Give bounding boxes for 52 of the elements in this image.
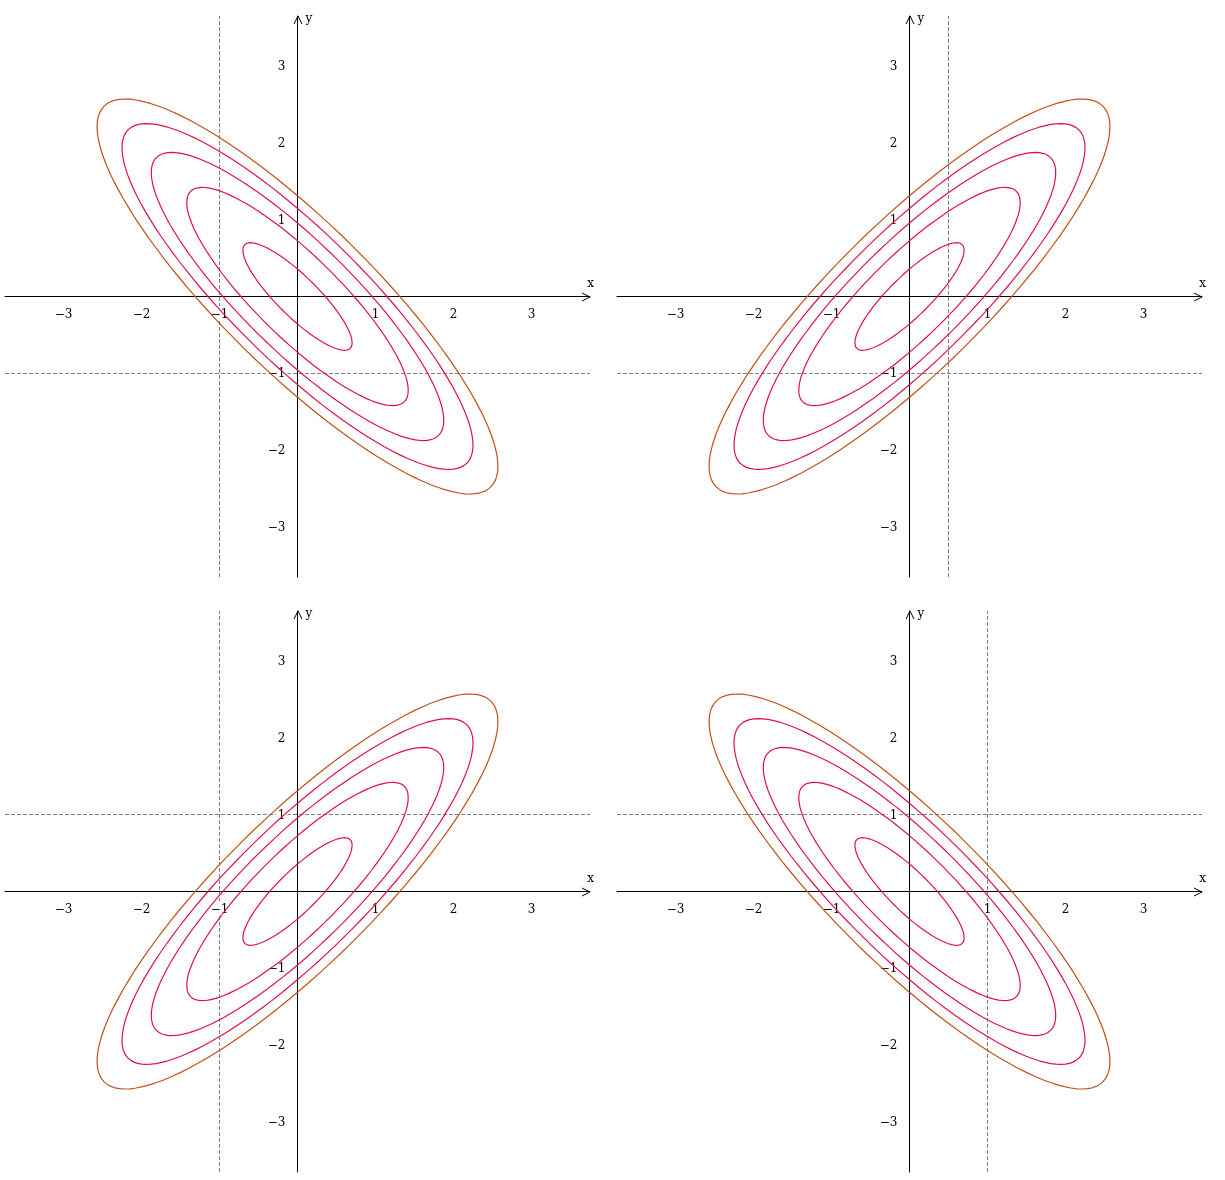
x-tick-label: 2	[449, 901, 458, 916]
x-tick-label: 2	[1061, 306, 1070, 321]
y-axis-title: y	[916, 606, 925, 620]
x-tick-label: −2	[132, 306, 151, 321]
x-tick-label: −2	[744, 901, 763, 916]
y-tick-label: −2	[267, 1038, 286, 1053]
y-tick-label: 1	[277, 212, 286, 227]
y-tick-label: −2	[879, 443, 898, 458]
x-tick-label: −3	[54, 306, 73, 321]
x-tick-label: 3	[1139, 306, 1148, 321]
y-tick-label: 3	[889, 653, 898, 668]
x-tick-label: 3	[527, 901, 536, 916]
y-tick-label: 3	[889, 58, 898, 73]
x-tick-label: −2	[744, 306, 763, 321]
x-tick-label: 1	[983, 306, 992, 321]
x-axis-title: x	[1199, 275, 1207, 290]
x-tick-label: 3	[527, 306, 536, 321]
y-axis-title: y	[304, 606, 313, 620]
x-tick-label: −3	[54, 901, 73, 916]
x-axis-title: x	[587, 275, 595, 290]
y-axis-title: y	[916, 11, 925, 25]
x-tick-label: 1	[983, 901, 992, 916]
y-tick-label: −3	[879, 520, 898, 535]
x-tick-label: 1	[371, 306, 380, 321]
x-tick-label: −3	[666, 901, 685, 916]
y-tick-label: −3	[879, 1115, 898, 1130]
y-tick-label: 2	[889, 730, 898, 745]
x-axis-title: x	[1199, 870, 1207, 885]
y-tick-label: 3	[277, 653, 286, 668]
y-tick-label: 2	[277, 730, 286, 745]
x-tick-label: 1	[371, 901, 380, 916]
y-tick-label: 1	[889, 212, 898, 227]
x-tick-label: −1	[822, 306, 841, 321]
y-tick-label: −2	[267, 443, 286, 458]
y-tick-label: 3	[277, 58, 286, 73]
x-tick-label: −3	[666, 306, 685, 321]
y-tick-label: 2	[277, 135, 286, 150]
y-tick-label: 1	[277, 807, 286, 822]
y-tick-label: −3	[267, 520, 286, 535]
y-tick-label: −1	[879, 366, 898, 381]
y-axis-title: y	[304, 11, 313, 25]
y-tick-label: −1	[267, 961, 286, 976]
x-tick-label: −1	[210, 901, 229, 916]
x-tick-label: 2	[449, 306, 458, 321]
x-tick-label: 3	[1139, 901, 1148, 916]
y-tick-label: 2	[889, 135, 898, 150]
y-tick-label: −3	[267, 1115, 286, 1130]
x-axis-title: x	[587, 870, 595, 885]
y-tick-label: −2	[879, 1038, 898, 1053]
x-tick-label: −2	[132, 901, 151, 916]
x-tick-label: 2	[1061, 901, 1070, 916]
y-tick-label: 1	[889, 807, 898, 822]
